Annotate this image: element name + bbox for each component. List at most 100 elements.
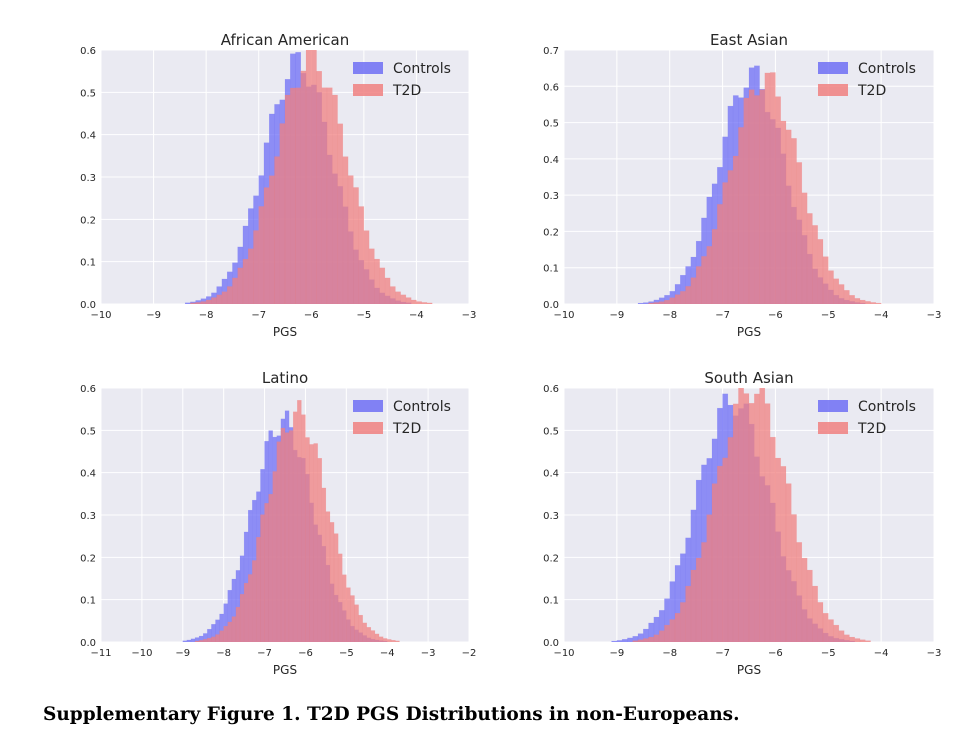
legend-label-controls: Controls: [858, 399, 916, 415]
x-tick-label: −7: [257, 648, 272, 659]
controls-bar: [184, 302, 191, 304]
t2d-bar: [264, 503, 269, 642]
t2d-bar: [632, 640, 639, 642]
figure: African American −10 −9 −8 −7 −6 −5 −4 −3 0.0 0.1 0…: [80, 31, 942, 677]
t2d-bar: [256, 536, 261, 642]
t2d-bar: [219, 630, 224, 642]
legend-label-controls: Controls: [393, 399, 451, 415]
t2d-bar: [325, 511, 331, 642]
controls-bar: [627, 637, 633, 642]
t2d-bar: [243, 582, 249, 642]
x-tick-label: −6: [304, 310, 319, 321]
controls-bar: [198, 635, 204, 642]
x-tick-label: −3: [927, 648, 942, 659]
t2d-bar: [674, 294, 681, 304]
t2d-bar: [822, 613, 829, 642]
t2d-bar: [812, 585, 818, 642]
t2d-bar: [637, 639, 644, 642]
y-tick-label: 0.1: [80, 596, 96, 607]
t2d-bar: [759, 388, 766, 642]
t2d-bar: [326, 87, 333, 304]
y-tick-label: 0.2: [80, 215, 96, 226]
chart-title: East Asian: [710, 31, 788, 49]
x-tick-label: −9: [146, 310, 161, 321]
t2d-bar: [722, 457, 729, 642]
t2d-bar: [354, 604, 359, 642]
t2d-bar: [838, 630, 845, 642]
x-tick-label: −4: [409, 310, 424, 321]
t2d-bar: [284, 432, 290, 642]
panel-african-american: African American −10 −9 −8 −7 −6 −5 −4 −3 0.0 0.1 0…: [80, 31, 476, 339]
t2d-bar: [290, 87, 296, 304]
controls-bar: [643, 302, 649, 304]
t2d-bar: [780, 120, 787, 304]
t2d-bar: [260, 514, 265, 642]
t2d-bar: [711, 483, 718, 642]
t2d-bar: [833, 624, 840, 642]
t2d-bar: [769, 72, 776, 304]
histogram-bars: [184, 50, 433, 304]
histogram-bars: [182, 400, 400, 642]
t2d-bar: [374, 258, 380, 304]
t2d-bar: [374, 633, 380, 642]
t2d-bar: [342, 574, 347, 642]
t2d-bar: [311, 50, 317, 304]
t2d-bar: [410, 299, 417, 304]
t2d-bar: [674, 613, 681, 642]
chart-title: African American: [221, 31, 349, 49]
t2d-bar: [350, 595, 355, 642]
t2d-bar: [384, 277, 391, 304]
controls-bar: [186, 639, 192, 642]
y-tick-label: 0.4: [543, 469, 559, 480]
t2d-bar: [748, 403, 755, 642]
t2d-bar: [817, 602, 824, 642]
panel-east-asian: East Asian −10 −9 −8 −7 −6 −5 −4 −3 0.0 0.1 0.2 0.3 0…: [543, 31, 941, 339]
x-tick-label: −3: [462, 310, 477, 321]
t2d-bar: [706, 514, 713, 642]
y-tick-label: 0.2: [543, 227, 559, 238]
y-tick-label: 0.5: [80, 88, 96, 99]
x-tick-label: −10: [553, 310, 574, 321]
x-tick-label: −8: [199, 310, 214, 321]
chart-title: South Asian: [704, 369, 793, 387]
t2d-bar: [342, 156, 349, 304]
y-tick-label: 0.5: [543, 426, 559, 437]
t2d-bar: [838, 284, 845, 304]
t2d-bar: [253, 230, 259, 304]
y-tick-label: 0.6: [543, 384, 559, 395]
t2d-bar: [211, 297, 217, 304]
controls-bar: [227, 589, 233, 642]
t2d-bar: [791, 138, 797, 304]
t2d-bar: [321, 487, 327, 642]
x-tick-label: −6: [768, 310, 783, 321]
x-tick-label: −4: [874, 310, 889, 321]
legend-swatch-controls: [353, 62, 383, 74]
x-tick-label: −5: [821, 310, 836, 321]
legend-label-t2d: T2D: [857, 83, 886, 99]
t2d-bar: [195, 302, 202, 304]
x-tick-label: −7: [715, 648, 730, 659]
controls-bar: [621, 639, 628, 642]
t2d-bar: [680, 602, 686, 642]
histogram-bars: [637, 65, 882, 304]
t2d-bar: [223, 625, 228, 642]
t2d-bar: [854, 298, 861, 304]
y-tick-label: 0.1: [543, 264, 559, 275]
t2d-bar: [854, 638, 861, 642]
t2d-bar: [258, 206, 265, 304]
t2d-bar: [362, 622, 367, 642]
figure-caption: Supplementary Figure 1. T2D PGS Distribu…: [43, 704, 740, 725]
y-tick-label: 0.4: [543, 155, 559, 166]
t2d-bar: [695, 266, 702, 304]
x-tick-label: −2: [462, 648, 477, 659]
t2d-bar: [426, 302, 433, 304]
x-tick-label: −8: [662, 648, 677, 659]
legend-swatch-controls: [353, 400, 383, 412]
t2d-bar: [200, 301, 207, 304]
x-tick-label: −10: [90, 310, 111, 321]
t2d-bar: [849, 636, 855, 642]
t2d-bar: [232, 277, 238, 304]
y-tick-label: 0.5: [543, 119, 559, 130]
t2d-bar: [237, 267, 244, 304]
t2d-bar: [395, 291, 401, 304]
